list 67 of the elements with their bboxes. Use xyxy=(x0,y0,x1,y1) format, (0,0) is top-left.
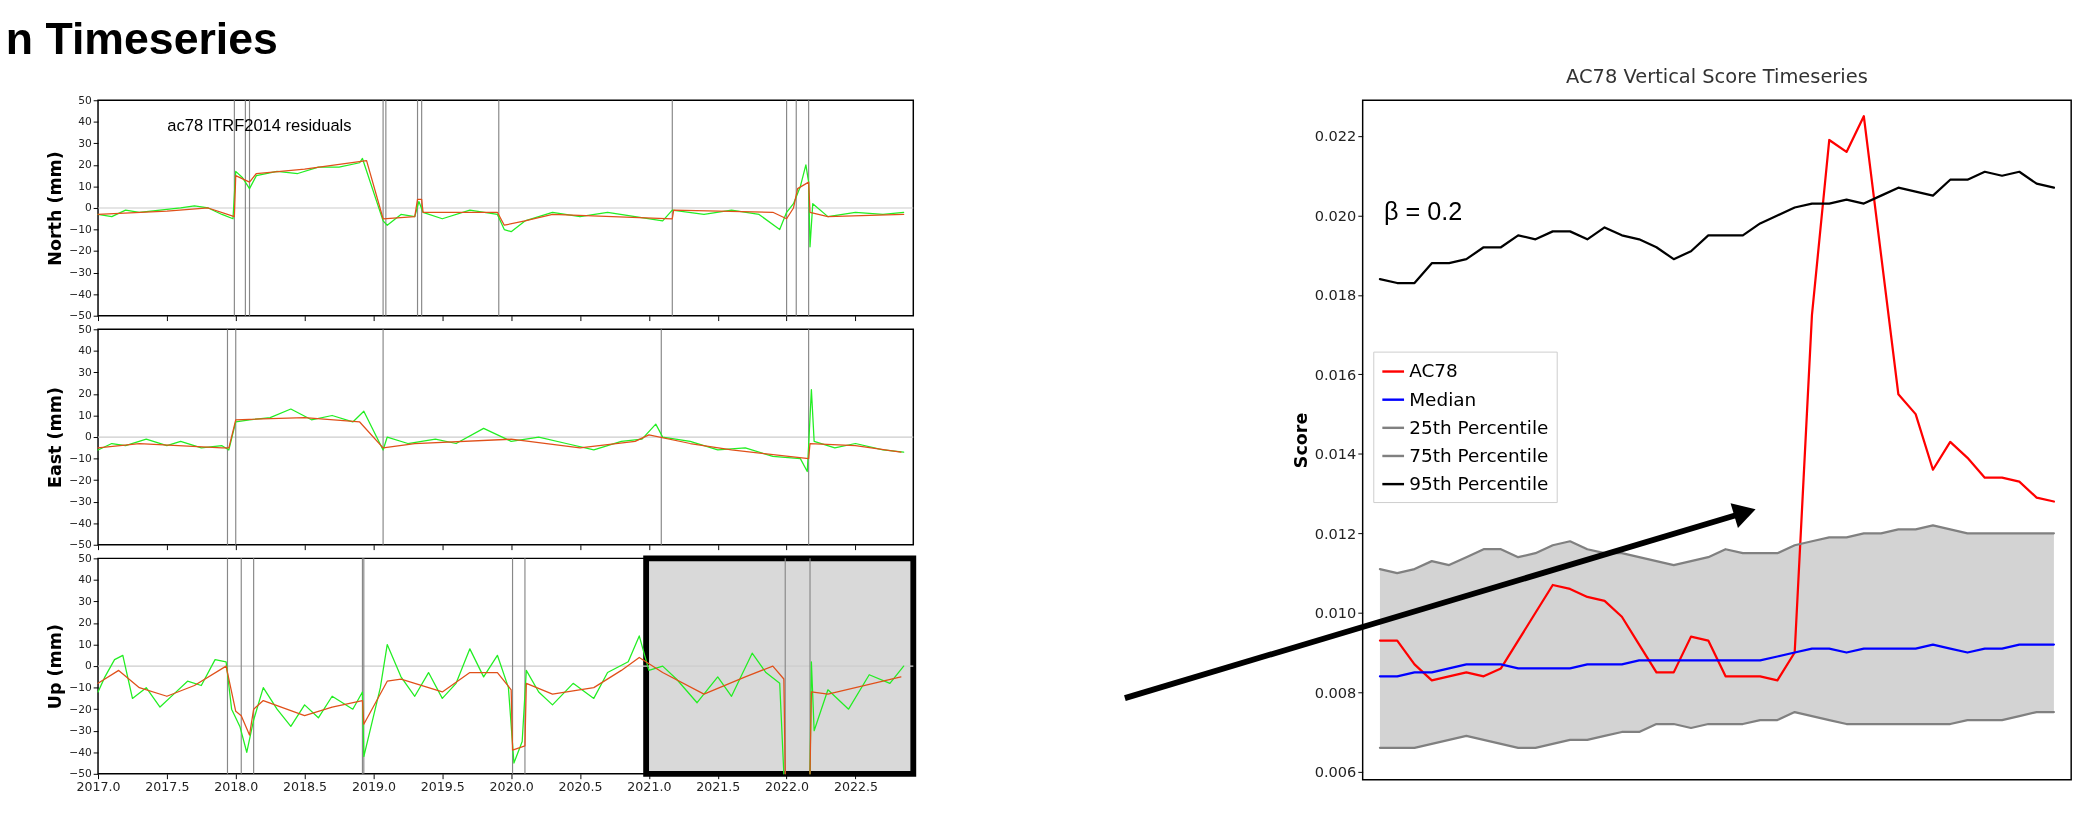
y-axis-title: Up (mm) xyxy=(45,624,66,710)
y-tick-label: 50 xyxy=(78,322,92,336)
y-tick-label: 0.014 xyxy=(1314,445,1357,463)
y-tick-label: 30 xyxy=(78,594,92,608)
y-tick-label: −30 xyxy=(69,724,92,738)
y-tick-label: 10 xyxy=(78,637,92,651)
y-tick-label: 40 xyxy=(78,115,92,129)
y-tick-label: −50 xyxy=(69,538,92,552)
y-tick-label: 40 xyxy=(78,344,92,358)
y-tick-label: −30 xyxy=(69,495,92,509)
y-tick-label: 30 xyxy=(78,136,92,150)
y-tick-label: −30 xyxy=(69,266,92,280)
y-tick-label: 0 xyxy=(84,430,92,444)
y-tick-label: −20 xyxy=(69,473,92,487)
legend-label: AC78 xyxy=(1409,360,1458,382)
y-tick-label: 20 xyxy=(78,616,92,630)
y-tick-label: 50 xyxy=(78,551,92,565)
y-tick-label: −40 xyxy=(69,516,92,530)
y-tick-label: 40 xyxy=(78,573,92,587)
y-tick-label: 0.012 xyxy=(1314,524,1357,542)
y-tick-label: −20 xyxy=(69,702,92,716)
y-tick-label: 0 xyxy=(84,659,92,673)
chart-title: AC78 Vertical Score Timeseries xyxy=(1566,64,1868,88)
x-tick-label: 2020.5 xyxy=(558,778,603,794)
y-tick-label: 0.022 xyxy=(1314,127,1357,145)
y-tick-label: −50 xyxy=(69,309,92,323)
legend-label: Median xyxy=(1409,388,1477,410)
annotation: β = 0.2 xyxy=(1383,197,1463,226)
y-tick-label: 10 xyxy=(78,179,92,193)
x-tick-label: 2019.0 xyxy=(351,778,396,794)
y-tick-label: 10 xyxy=(78,408,92,422)
annotation: ac78 ITRF2014 residuals xyxy=(167,115,352,134)
y-axis-title: Score xyxy=(1290,412,1311,469)
y-tick-label: 20 xyxy=(78,387,92,401)
y-tick-label: 0.018 xyxy=(1314,286,1357,304)
y-tick-label: −40 xyxy=(69,745,92,759)
x-tick-label: 2018.5 xyxy=(283,778,328,794)
x-tick-label: 2019.5 xyxy=(420,778,465,794)
y-tick-label: 0 xyxy=(84,201,92,215)
legend-label: 95th Percentile xyxy=(1409,472,1549,494)
x-tick-label: 2018.0 xyxy=(214,778,259,794)
y-tick-label: −20 xyxy=(69,244,92,258)
y-tick-label: 50 xyxy=(78,93,92,107)
legend-label: 75th Percentile xyxy=(1409,444,1549,466)
y-tick-label: 20 xyxy=(78,158,92,172)
y-tick-label: −10 xyxy=(69,222,92,236)
x-tick-label: 2017.0 xyxy=(76,778,121,794)
x-tick-label: 2021.5 xyxy=(696,778,741,794)
y-tick-label: 0.010 xyxy=(1314,604,1357,622)
y-tick-label: 0.006 xyxy=(1314,763,1357,781)
x-tick-label: 2022.0 xyxy=(765,778,810,794)
x-tick-label: 2020.0 xyxy=(489,778,534,794)
y-tick-label: −50 xyxy=(69,767,92,781)
y-tick-label: −10 xyxy=(69,451,92,465)
legend-label: 25th Percentile xyxy=(1409,416,1549,438)
x-tick-label: 2021.0 xyxy=(627,778,672,794)
x-tick-label: 2017.5 xyxy=(145,778,190,794)
y-tick-label: −40 xyxy=(69,287,92,301)
y-tick-label: 30 xyxy=(78,365,92,379)
y-tick-label: 0.020 xyxy=(1314,206,1357,224)
y-axis-title: East (mm) xyxy=(45,387,66,488)
text: n Timeseries xyxy=(5,13,278,63)
x-tick-label: 2022.5 xyxy=(833,778,879,794)
y-tick-label: 0.016 xyxy=(1314,365,1357,383)
y-tick-label: 0.008 xyxy=(1314,683,1357,701)
y-axis-title: North (mm) xyxy=(45,151,66,266)
y-tick-label: −10 xyxy=(69,681,92,695)
